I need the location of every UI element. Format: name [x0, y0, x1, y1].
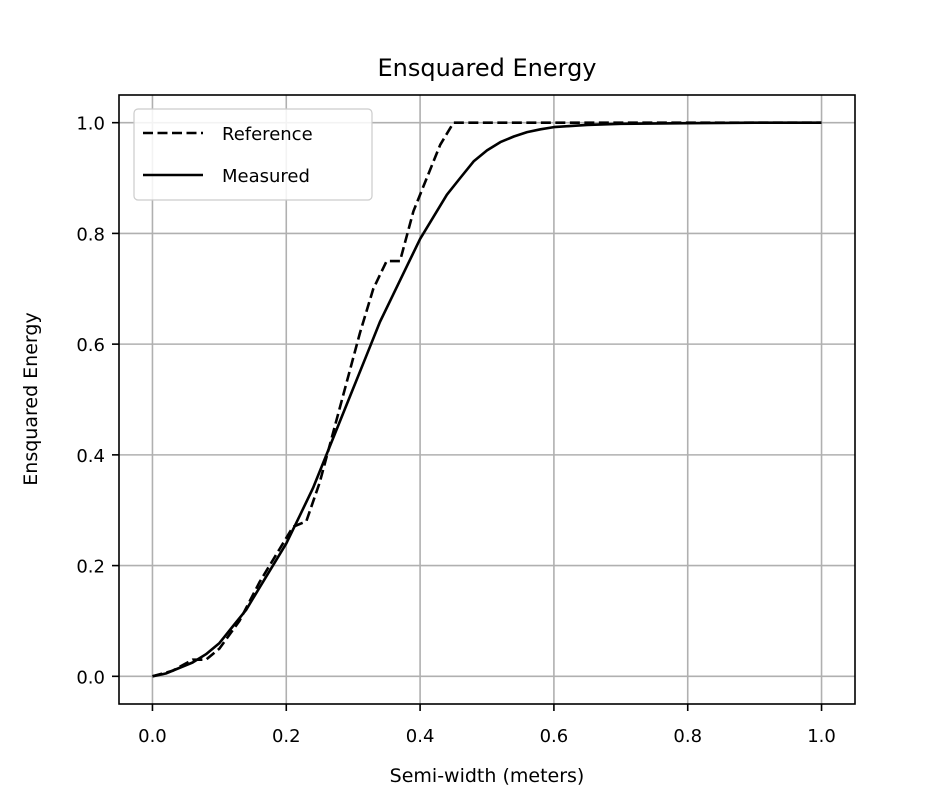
- series-line-measured: [152, 121, 822, 678]
- series-layer: [152, 121, 822, 678]
- legend-measured-label: Measured: [222, 166, 310, 187]
- x-tick-label: 0.4: [406, 726, 435, 747]
- y-tick-label: 1.0: [76, 114, 105, 135]
- ticks: 0.0 0.2 0.4 0.6 0.8 1.0 0.0 0.2 0.4 0.6 0.8 1.0: [76, 114, 836, 747]
- y-tick-label: 0.0: [76, 667, 105, 688]
- legend-reference-label: Reference: [222, 124, 313, 145]
- chart-title: Ensquared Energy: [377, 54, 596, 82]
- x-tick-label: 1.0: [807, 726, 836, 747]
- x-tick-label: 0.8: [673, 726, 702, 747]
- x-axis-label: Semi-width (meters): [390, 765, 585, 787]
- x-tick-label: 0.2: [272, 726, 301, 747]
- y-tick-label: 0.4: [76, 446, 105, 467]
- y-tick-label: 0.6: [76, 335, 105, 356]
- series-line-reference: [152, 121, 822, 678]
- plot-frame: [118, 94, 856, 705]
- y-tick-label: 0.8: [76, 224, 105, 245]
- y-tick-label: 0.2: [76, 557, 105, 578]
- legend: Reference Measured: [133, 108, 373, 201]
- y-axis-label: Ensquared Energy: [20, 312, 42, 485]
- x-tick-label: 0.0: [138, 726, 167, 747]
- x-tick-label: 0.6: [540, 726, 569, 747]
